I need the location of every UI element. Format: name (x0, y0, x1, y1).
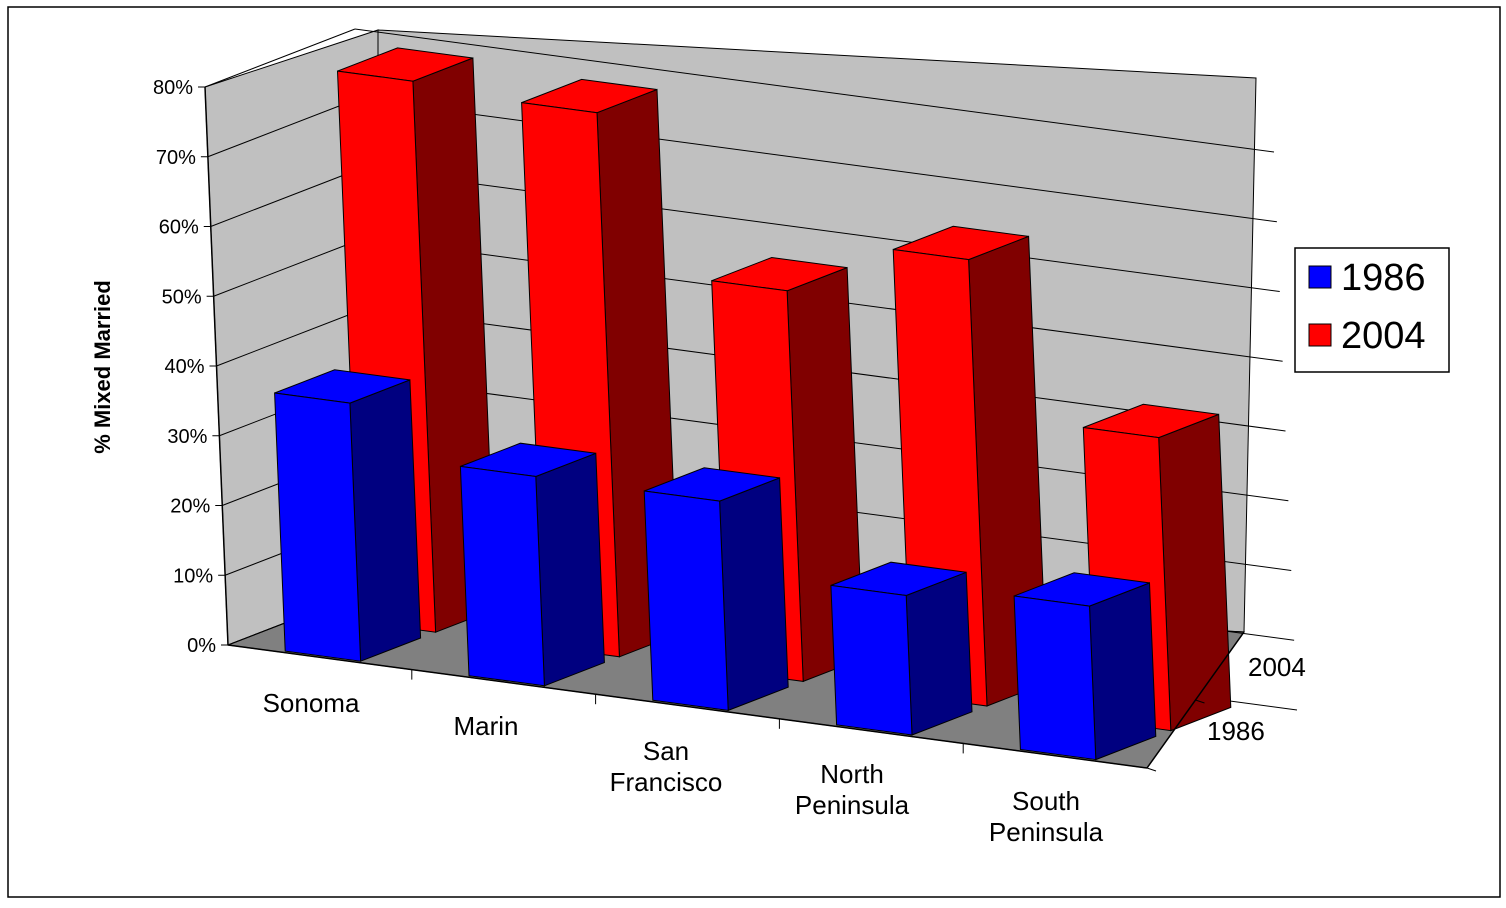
depth-tick (1146, 767, 1157, 772)
y-tick-label: 50% (162, 286, 202, 308)
bar-1986-0 (274, 369, 422, 662)
bar-side-face (905, 571, 973, 736)
bar-front-face (643, 490, 729, 711)
y-tick-label: 30% (167, 426, 207, 448)
chart-legend: 1986 2004 (1294, 247, 1450, 373)
gridline-side (204, 28, 356, 88)
legend-swatch (1308, 323, 1332, 347)
gridline-side (210, 168, 361, 227)
y-tick-label: 80% (153, 77, 193, 99)
bar-1986-2 (643, 467, 789, 712)
chart-labels: 0% 10% 20% 30% 40% 50% 60% 70% 80% % Mixed Marrie… (90, 77, 1306, 847)
x-tick-label: San Francisco (610, 736, 723, 797)
bar-front-face (274, 392, 362, 662)
gridline-side (207, 98, 359, 158)
chart-axes (198, 86, 1245, 772)
y-axis-line (204, 86, 229, 646)
y-tick-label: 60% (159, 217, 199, 239)
bar-front-face (1013, 595, 1097, 761)
gridline-back (357, 98, 1277, 223)
bar-side-face (719, 477, 789, 712)
x-axis-line (227, 644, 1148, 769)
bar-side-face (1158, 413, 1232, 732)
y-tick-label: 70% (156, 147, 196, 169)
bar-side-face (1088, 582, 1157, 761)
legend-swatch (1308, 265, 1332, 289)
bar-side-face (349, 379, 422, 662)
series-1986-bars (274, 369, 1157, 761)
chart-frame (7, 6, 1501, 898)
depth-tick-label: 1986 (1207, 716, 1265, 746)
legend-label: 1986 (1341, 257, 1426, 299)
bar-2004-4 (1082, 403, 1232, 732)
gridline-side (213, 237, 364, 297)
x-tick-label: Sonoma (263, 688, 360, 718)
y-tick-label: 10% (173, 565, 213, 587)
x-tick-label: North Peninsula (795, 759, 910, 820)
bar-front-face (459, 465, 545, 687)
bar-1986-3 (830, 561, 973, 736)
y-tick-label: 40% (164, 356, 204, 378)
y-tick-label: 20% (170, 496, 210, 518)
gridline-back (360, 168, 1280, 292)
y-tick-label: 0% (187, 635, 216, 657)
depth-tick-label: 2004 (1248, 652, 1306, 682)
y-axis-title: % Mixed Married (90, 280, 115, 454)
gridline-side (216, 307, 367, 367)
bar-1986-4 (1013, 572, 1157, 761)
x-tick-label: South Peninsula (989, 786, 1104, 847)
depth-tick (1195, 699, 1205, 704)
gridline-back (354, 28, 1275, 153)
x-tick-label: Marin (453, 711, 518, 741)
legend-label: 2004 (1341, 315, 1426, 357)
bar-front-face (830, 584, 913, 736)
bar-side-face (535, 452, 605, 687)
bar-1986-1 (459, 442, 605, 687)
